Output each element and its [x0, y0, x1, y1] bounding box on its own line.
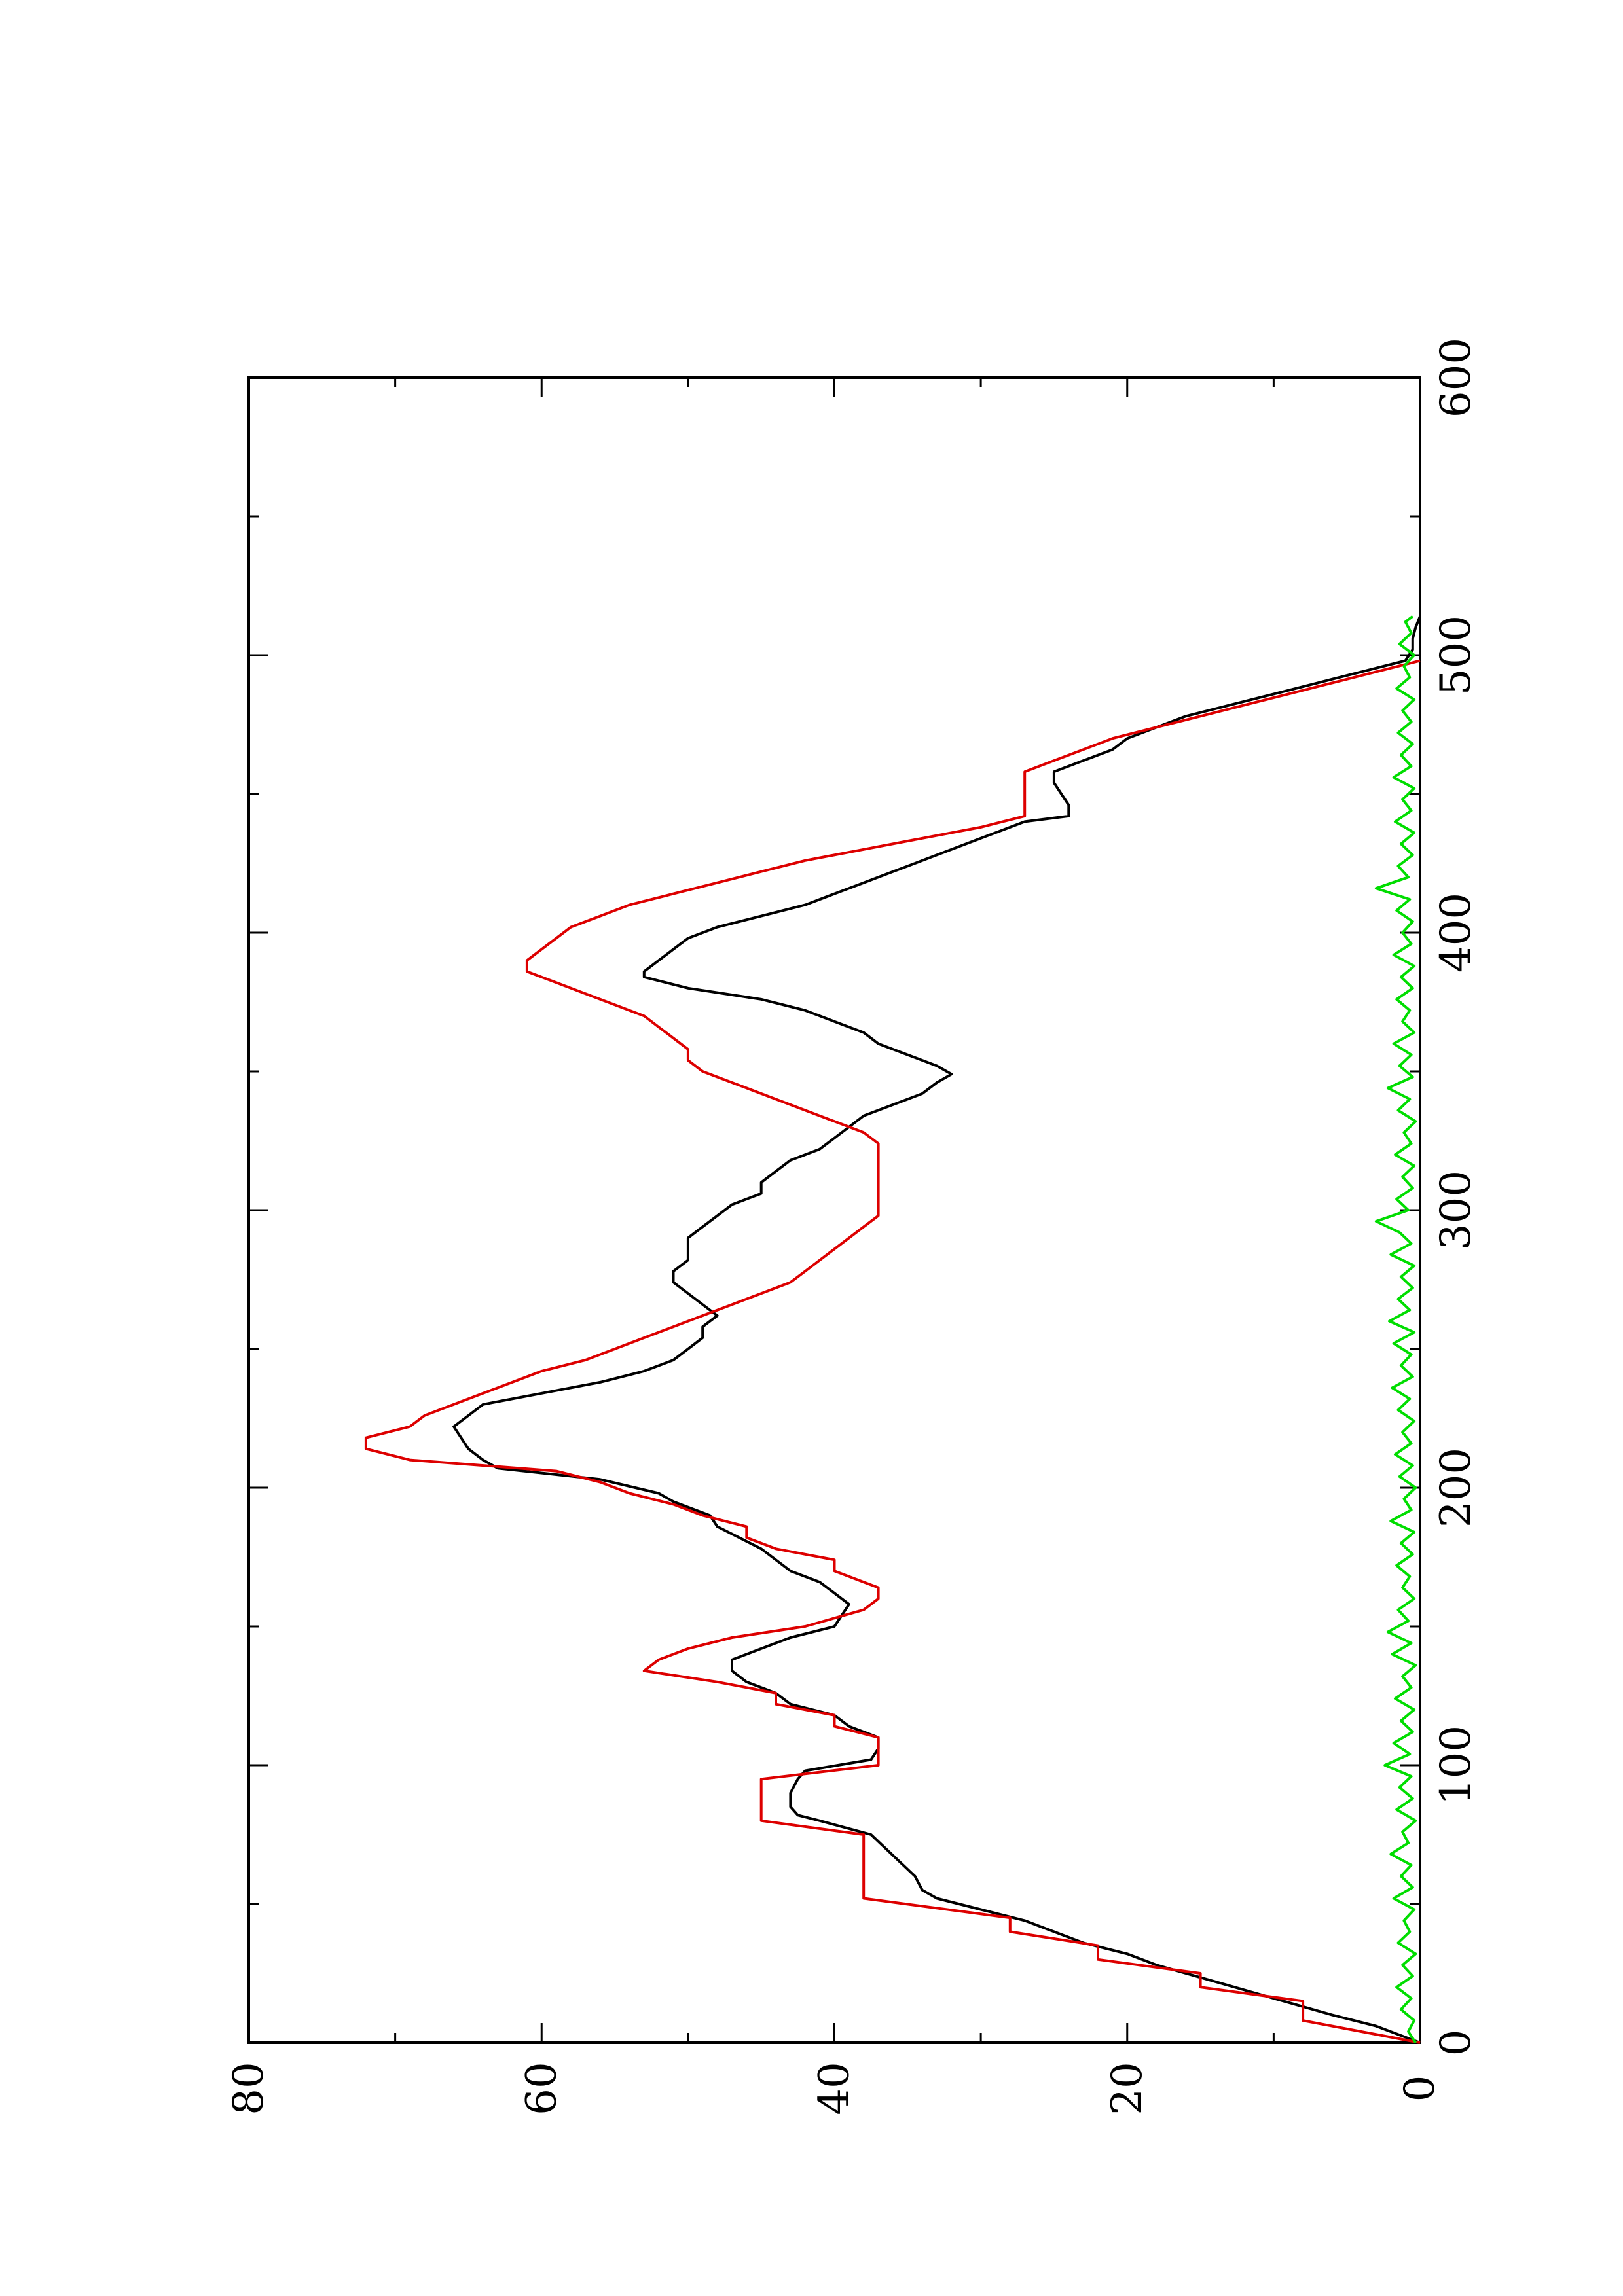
x-tick-label: 400	[1432, 893, 1480, 973]
y-tick-label: 80	[225, 2062, 273, 2115]
y-tick-label: 40	[811, 2062, 859, 2115]
y-tick-label: 20	[1103, 2062, 1152, 2115]
green-series-line	[1374, 615, 1417, 2044]
plot-area: 0 100 200 300 400 500 600 0 20 40 60 80	[225, 338, 1480, 2115]
tick-labels: 0 100 200 300 400 500 600 0 20 40 60 80	[225, 338, 1480, 2115]
x-tick-label: 300	[1432, 1170, 1480, 1250]
plot-frame	[247, 376, 1421, 2044]
series-lines	[364, 615, 1421, 2044]
axis-ticks	[247, 376, 1421, 2044]
x-tick-label: 600	[1432, 338, 1480, 418]
black-series-line	[452, 615, 1421, 2044]
x-tick-label: 0	[1432, 2030, 1480, 2056]
y-tick-label: 0	[1396, 2075, 1444, 2102]
y-tick-label: 60	[517, 2062, 566, 2115]
x-tick-label: 500	[1432, 615, 1480, 695]
x-tick-label: 100	[1432, 1725, 1480, 1805]
red-series-line	[364, 659, 1421, 2044]
x-tick-label: 200	[1432, 1448, 1480, 1528]
